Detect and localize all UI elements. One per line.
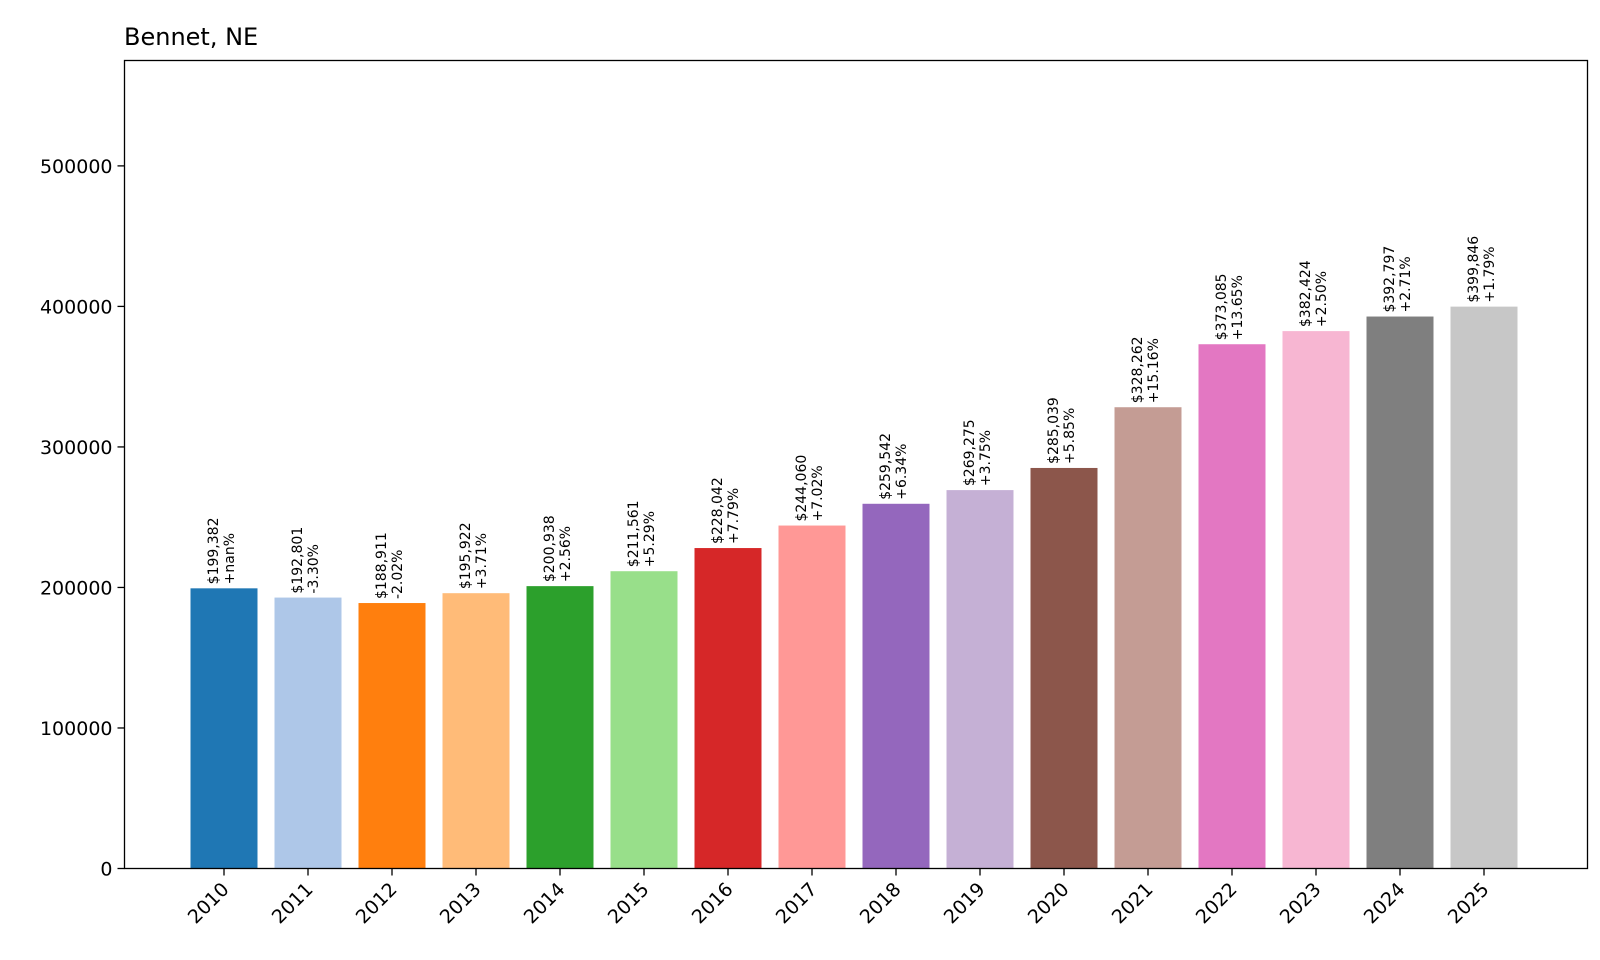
bar-2023 <box>1282 331 1350 869</box>
bar-value-label: $269,275 <box>962 419 978 486</box>
x-tick-label: 2025 <box>1444 878 1494 928</box>
bar-value-label: $259,542 <box>878 433 894 500</box>
bar-value-label: $373,085 <box>1214 273 1230 340</box>
bar-2022 <box>1198 344 1266 869</box>
bar-2011 <box>274 597 342 869</box>
bar-value-label: $228,042 <box>710 477 726 544</box>
x-tick-label: 2016 <box>688 878 738 928</box>
x-tick-label: 2015 <box>604 878 654 928</box>
bar-value-label: $285,039 <box>1046 397 1062 464</box>
bars-layer <box>190 306 1518 869</box>
bar-2013 <box>442 593 510 869</box>
x-tick-label: 2010 <box>184 878 234 928</box>
bar-2020 <box>1030 467 1098 869</box>
y-tick-label: 0 <box>100 859 112 881</box>
y-tick-label: 300000 <box>40 437 113 459</box>
bar-2024 <box>1366 316 1434 869</box>
bar-change-label: +3.71% <box>474 533 490 589</box>
bar-value-label: $399,846 <box>1466 236 1482 303</box>
bar-change-label: +2.71% <box>1398 256 1414 312</box>
bar-change-label: +5.29% <box>642 511 658 567</box>
x-tick-label: 2019 <box>940 878 990 928</box>
bar-change-label: +13.65% <box>1230 275 1246 340</box>
bar-value-label: $199,382 <box>206 518 222 585</box>
bar-2012 <box>358 603 426 869</box>
x-tick-label: 2023 <box>1276 878 1326 928</box>
x-tick-label: 2017 <box>772 878 822 928</box>
bar-2018 <box>862 503 930 869</box>
bar-value-label: $211,561 <box>626 500 642 567</box>
bar-change-label: +15.16% <box>1146 338 1162 403</box>
bar-2025 <box>1450 306 1518 869</box>
x-tick-label: 2012 <box>352 878 402 928</box>
bar-value-label: $382,424 <box>1298 260 1314 327</box>
bar-change-label: +nan% <box>222 533 238 584</box>
bar-change-label: +7.02% <box>810 465 826 521</box>
x-axis: 2010 2011 2012 2013 2014 2015 2016 2017 2018 2019… <box>184 868 1494 928</box>
bar-2017 <box>778 525 846 869</box>
y-tick-label: 500000 <box>40 156 113 178</box>
bar-change-label: -2.02% <box>390 550 406 600</box>
bar-value-label: $188,911 <box>374 532 390 599</box>
y-axis: 0 100000 200000 300000 400000 500000 <box>40 156 125 881</box>
bar-value-label: $244,060 <box>794 455 810 522</box>
y-tick-label: 200000 <box>40 577 113 599</box>
y-tick-label: 100000 <box>40 718 113 740</box>
bar-change-label: +7.79% <box>726 488 742 544</box>
bar-labels-layer: $199,382 +nan% $192,801 -3.30% $188,911 -2.02… <box>206 236 1498 599</box>
bar-value-label: $195,922 <box>458 522 474 589</box>
bar-value-label: $328,262 <box>1130 336 1146 403</box>
x-tick-label: 2018 <box>856 878 906 928</box>
bar-2014 <box>526 586 594 869</box>
bar-change-label: +5.85% <box>1062 408 1078 464</box>
x-tick-label: 2014 <box>520 878 570 928</box>
bar-change-label: +2.50% <box>1314 271 1330 327</box>
chart-title: Bennet, NE <box>124 23 258 51</box>
x-tick-label: 2022 <box>1192 878 1242 928</box>
bar-change-label: +2.56% <box>558 526 574 582</box>
x-tick-label: 2020 <box>1024 878 1074 928</box>
x-tick-label: 2024 <box>1360 878 1410 928</box>
bar-value-label: $392,797 <box>1382 246 1398 313</box>
bar-value-label: $192,801 <box>290 527 306 594</box>
x-tick-label: 2011 <box>268 878 318 928</box>
y-tick-label: 400000 <box>40 296 113 318</box>
bar-2019 <box>946 490 1014 869</box>
bar-2016 <box>694 548 762 869</box>
bar-2015 <box>610 571 678 869</box>
x-tick-label: 2021 <box>1108 878 1158 928</box>
bar-value-label: $200,938 <box>542 515 558 582</box>
x-tick-label: 2013 <box>436 878 486 928</box>
plot-frame <box>123 59 1589 870</box>
bar-2010 <box>190 588 258 869</box>
bar-2021 <box>1114 407 1182 869</box>
bar-change-label: +3.75% <box>978 430 994 486</box>
bar-change-label: -3.30% <box>306 544 322 594</box>
bar-change-label: +1.79% <box>1482 246 1498 302</box>
bar-change-label: +6.34% <box>894 444 910 500</box>
